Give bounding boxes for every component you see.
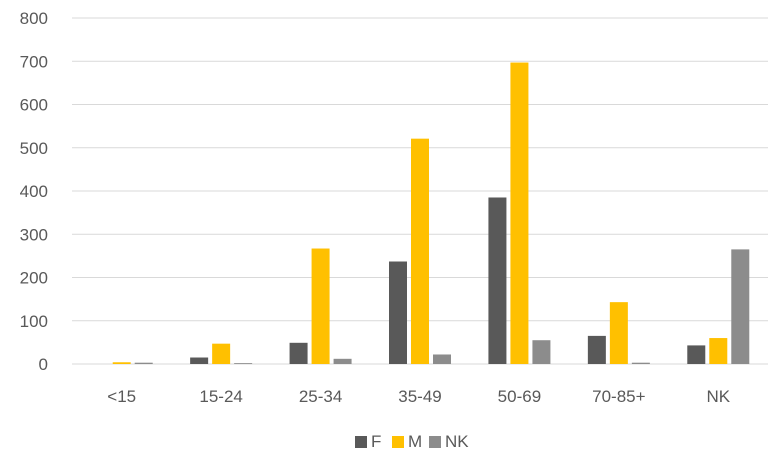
bar-m-5	[609, 302, 628, 364]
bars	[112, 62, 750, 365]
legend-swatch-f	[355, 436, 367, 448]
y-tick-label: 500	[20, 139, 48, 158]
y-tick-label: 600	[20, 96, 48, 115]
legend: F M NK	[355, 432, 469, 451]
bar-nk-5	[631, 362, 650, 364]
x-tick-label: NK	[706, 387, 730, 406]
y-tick-label: 300	[20, 225, 48, 244]
x-tick-label: 35-49	[398, 387, 441, 406]
bar-f-3	[389, 261, 407, 364]
bar-nk-6	[731, 249, 750, 364]
y-tick-label: 100	[20, 312, 48, 331]
x-tick-label: 70-85+	[592, 387, 645, 406]
bar-m-6	[709, 338, 728, 364]
legend-label-f: F	[371, 432, 381, 451]
bar-nk-1	[234, 363, 253, 364]
bar-f-5	[587, 335, 606, 364]
y-tick-label: 400	[20, 182, 48, 201]
bar-f-6	[687, 345, 706, 364]
y-axis: 0 100 200 300 400 500 600 700 800	[20, 9, 48, 374]
x-tick-label: <15	[107, 387, 136, 406]
y-tick-label: 0	[39, 355, 48, 374]
x-tick-label: 15-24	[199, 387, 242, 406]
bar-nk-3	[433, 354, 451, 364]
y-tick-label: 700	[20, 52, 48, 71]
bar-f-2	[289, 342, 308, 364]
bar-m-4	[510, 62, 529, 365]
bar-nk-4	[532, 340, 551, 364]
bar-f-4	[488, 197, 507, 364]
bar-nk-2	[333, 358, 352, 364]
legend-swatch-nk	[429, 436, 441, 448]
bar-m-2	[311, 248, 330, 364]
x-tick-label: 50-69	[498, 387, 541, 406]
x-axis: <15 15-24 25-34 35-49 50-69 70-85+ NK	[107, 387, 730, 406]
bar-m-0	[112, 362, 131, 364]
y-tick-label: 800	[20, 9, 48, 28]
legend-label-m: M	[408, 432, 422, 451]
bar-m-1	[212, 343, 231, 364]
bar-nk-0	[134, 362, 153, 364]
x-tick-label: 25-34	[299, 387, 342, 406]
bar-f-1	[190, 357, 209, 364]
bar-m-3	[411, 138, 429, 364]
y-tick-label: 200	[20, 269, 48, 288]
legend-label-nk: NK	[445, 432, 469, 451]
legend-swatch-m	[392, 436, 404, 448]
